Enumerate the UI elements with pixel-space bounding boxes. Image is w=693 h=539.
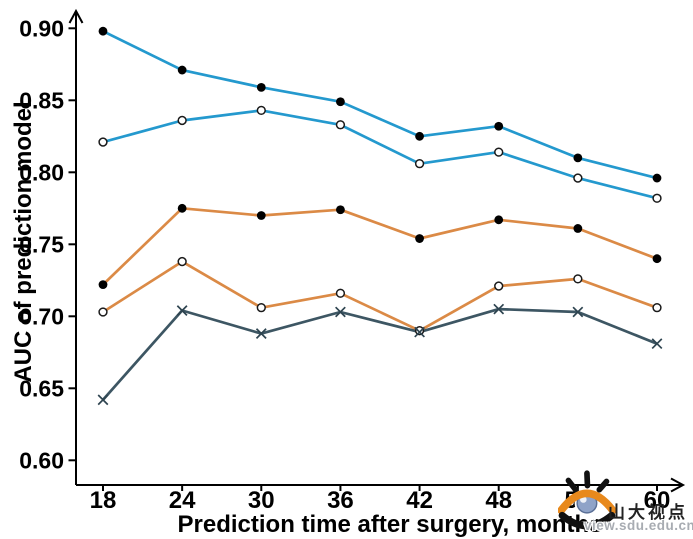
x-axis-title: Prediction time after surgery, months <box>178 511 603 538</box>
data-point-dark-x-marker <box>176 305 188 316</box>
data-point-dark-x-marker <box>493 303 505 315</box>
data-point-orange-filled-circle <box>573 224 583 233</box>
x-tick-label: 18 <box>90 487 117 514</box>
data-point-blue-filled-circle <box>652 173 662 183</box>
data-point-blue-filled-circle <box>177 65 187 75</box>
data-point-dark-x-marker <box>335 306 346 318</box>
data-point-orange-open-circle <box>494 281 504 291</box>
data-point-orange-open-circle <box>414 326 425 336</box>
data-point-blue-open-circle <box>494 147 504 157</box>
data-point-blue-filled-circle <box>415 131 424 141</box>
series-line-dark-x-marker <box>101 307 658 401</box>
data-point-orange-filled-circle <box>652 254 662 264</box>
data-point-blue-open-circle <box>652 193 662 203</box>
data-point-orange-filled-circle <box>98 280 108 290</box>
watermark-site-url: view.sdu.edu.cn <box>584 518 693 533</box>
x-tick-label: 24 <box>169 487 196 514</box>
data-point-dark-x-marker <box>414 326 425 338</box>
y-axis-arrow <box>68 8 84 24</box>
y-tick-label: 0.90 <box>19 15 64 41</box>
data-point-orange-open-circle <box>256 303 266 313</box>
data-point-dark-x-marker <box>97 394 109 406</box>
x-tick-label: 30 <box>248 487 275 514</box>
data-point-dark-x-marker <box>651 338 663 350</box>
data-point-orange-open-circle <box>335 288 346 298</box>
y-tick-label: 0.75 <box>19 231 64 257</box>
data-point-blue-open-circle <box>256 105 266 116</box>
data-point-orange-filled-circle <box>494 215 504 225</box>
data-point-blue-open-circle <box>335 120 346 130</box>
data-point-blue-filled-circle <box>494 121 504 131</box>
watermark-site-name: 山大视点 <box>608 503 688 522</box>
watermark: 山大视点 view.sdu.edu.cn <box>556 462 693 539</box>
data-point-dark-x-marker <box>572 306 584 318</box>
series-line-blue-open-circle <box>102 109 658 200</box>
x-tick-label: 60 <box>644 487 671 514</box>
data-point-blue-filled-circle <box>256 82 266 92</box>
data-point-blue-open-circle <box>414 159 425 169</box>
data-point-blue-filled-circle <box>573 153 583 163</box>
series-line-blue-filled-circle <box>102 29 658 180</box>
y-tick-label: 0.60 <box>19 447 64 473</box>
y-tick-label: 0.70 <box>19 303 64 329</box>
data-point-dark-x-marker <box>255 328 267 339</box>
data-point-orange-filled-circle <box>177 203 187 213</box>
y-axis-title: AUC of prediction model <box>10 101 37 382</box>
x-tick-label: 42 <box>406 487 433 514</box>
y-tick-label: 0.80 <box>19 159 64 185</box>
data-point-blue-open-circle <box>573 173 583 183</box>
data-point-blue-open-circle <box>177 115 187 126</box>
y-tick-label: 0.85 <box>19 87 64 113</box>
data-point-orange-open-circle <box>573 274 583 284</box>
x-tick-label: 48 <box>485 487 512 514</box>
data-point-orange-open-circle <box>98 307 108 317</box>
eye-icon <box>558 470 617 530</box>
x-tick-label: 36 <box>327 487 354 514</box>
data-point-orange-filled-circle <box>336 205 345 215</box>
data-point-orange-open-circle <box>177 256 187 267</box>
data-point-blue-filled-circle <box>98 26 108 36</box>
data-point-orange-filled-circle <box>415 234 424 243</box>
series-line-orange-open-circle <box>102 260 658 333</box>
data-point-blue-filled-circle <box>336 97 345 107</box>
data-point-blue-open-circle <box>98 137 108 147</box>
x-axis-arrow <box>670 477 686 493</box>
data-point-orange-filled-circle <box>256 211 266 220</box>
data-point-orange-open-circle <box>652 303 662 313</box>
y-tick-label: 0.65 <box>19 375 64 401</box>
series-line-orange-filled-circle <box>102 206 658 286</box>
